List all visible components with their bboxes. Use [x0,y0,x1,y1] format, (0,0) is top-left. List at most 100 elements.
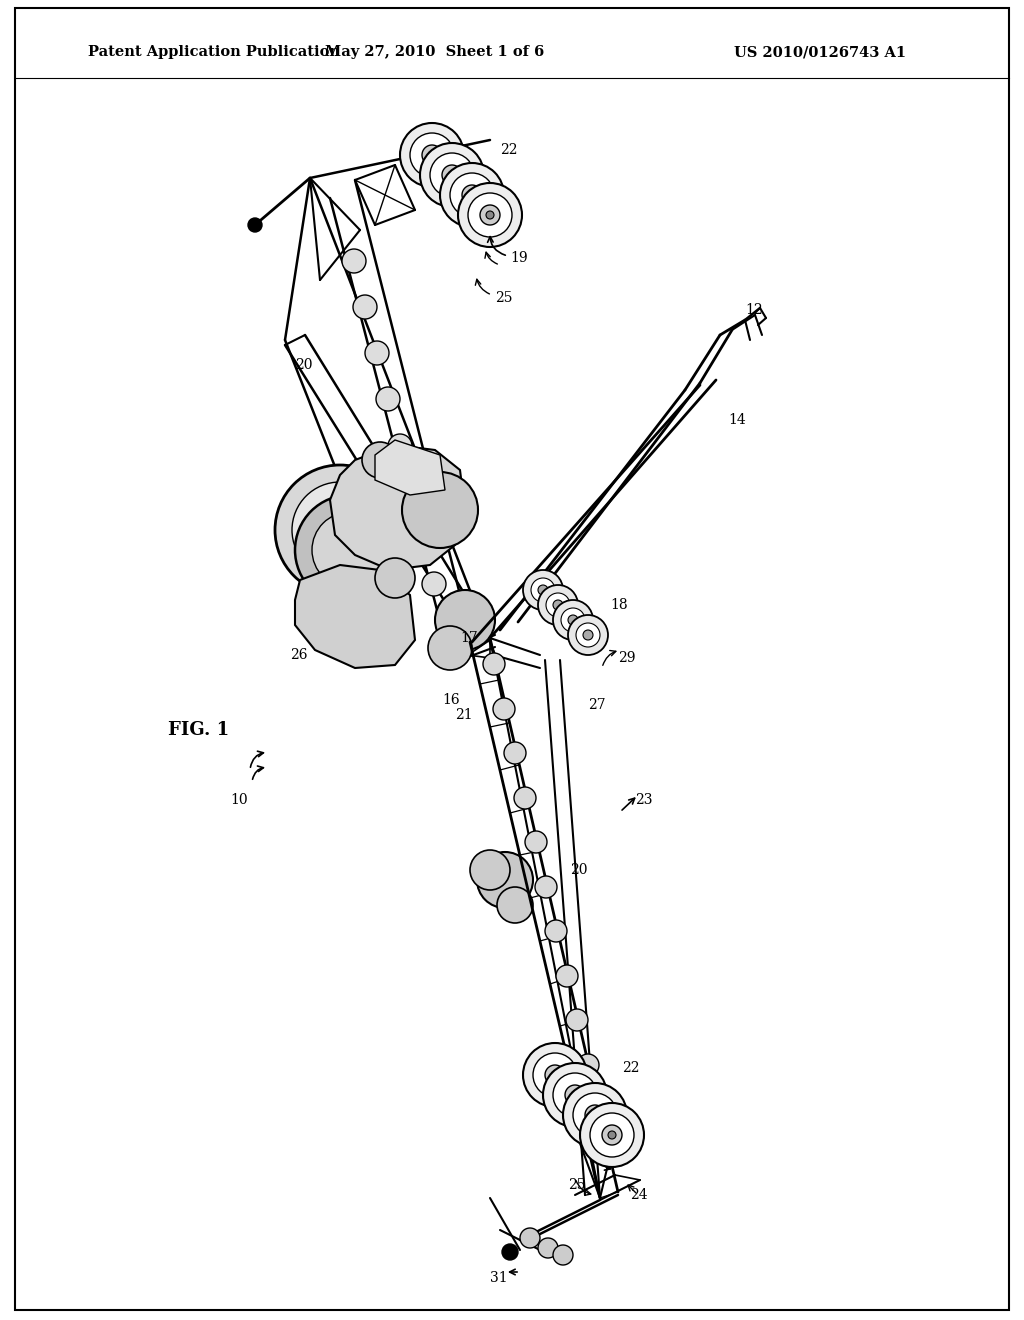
Circle shape [292,482,388,578]
Circle shape [502,1243,518,1261]
Text: 20: 20 [295,358,312,372]
Circle shape [486,211,494,219]
Text: 19: 19 [625,1140,643,1155]
Circle shape [535,876,557,898]
Circle shape [565,1085,585,1105]
Circle shape [543,1063,607,1127]
Circle shape [545,920,567,942]
Circle shape [553,601,593,640]
Text: 20: 20 [570,863,588,876]
Circle shape [514,787,536,809]
Circle shape [449,172,456,180]
Circle shape [468,193,512,238]
Circle shape [365,341,389,366]
Circle shape [561,609,585,632]
Circle shape [585,1105,605,1125]
Circle shape [597,1143,618,1166]
Text: 22: 22 [500,143,517,157]
Text: FIG. 1: FIG. 1 [168,721,229,739]
Circle shape [551,1071,559,1078]
Circle shape [275,465,406,595]
Circle shape [553,1073,597,1117]
Text: 31: 31 [490,1271,508,1284]
Circle shape [577,1053,599,1076]
Circle shape [430,153,474,197]
Text: 25: 25 [495,290,512,305]
Circle shape [440,162,504,227]
Circle shape [410,133,454,177]
Circle shape [545,1065,565,1085]
Text: 21: 21 [455,708,473,722]
Circle shape [538,1238,558,1258]
Text: 22: 22 [622,1061,640,1074]
Circle shape [435,590,495,649]
Circle shape [563,1082,627,1147]
Text: 24: 24 [630,1188,647,1203]
Circle shape [312,512,388,587]
Circle shape [587,1098,609,1119]
Circle shape [538,585,548,595]
Text: 10: 10 [230,793,248,807]
Circle shape [568,615,578,624]
Circle shape [477,851,534,908]
Circle shape [376,387,400,411]
Circle shape [411,525,435,550]
Circle shape [353,294,377,319]
Circle shape [523,1043,587,1107]
Text: US 2010/0126743 A1: US 2010/0126743 A1 [734,45,906,59]
Circle shape [422,572,446,597]
Circle shape [422,145,442,165]
Circle shape [583,630,593,640]
Text: May 27, 2010  Sheet 1 of 6: May 27, 2010 Sheet 1 of 6 [326,45,545,59]
Circle shape [442,165,462,185]
Text: 12: 12 [745,304,763,317]
Circle shape [483,653,505,675]
Circle shape [428,150,436,158]
Text: 19: 19 [510,251,527,265]
Text: 23: 23 [635,793,652,807]
Circle shape [546,593,570,616]
Circle shape [531,578,555,602]
Circle shape [608,1131,616,1139]
Circle shape [450,173,494,216]
Circle shape [538,585,578,624]
Circle shape [573,1093,617,1137]
Text: 18: 18 [610,598,628,612]
Text: 29: 29 [618,651,636,665]
Circle shape [248,218,262,232]
Circle shape [480,205,500,224]
Circle shape [402,473,478,548]
Circle shape [342,249,366,273]
Circle shape [462,185,482,205]
Circle shape [375,558,415,598]
Text: 16: 16 [442,693,460,708]
Circle shape [580,1104,644,1167]
Circle shape [523,570,563,610]
Circle shape [590,1113,634,1158]
Circle shape [420,143,484,207]
Text: 26: 26 [290,648,307,663]
Circle shape [534,1053,577,1097]
Circle shape [575,623,600,647]
Circle shape [399,480,423,504]
Circle shape [362,442,398,478]
Circle shape [388,434,412,458]
Circle shape [571,1092,579,1100]
Circle shape [504,742,526,764]
Circle shape [458,183,522,247]
Circle shape [493,698,515,719]
Circle shape [553,1245,573,1265]
Circle shape [525,832,547,853]
Circle shape [591,1111,599,1119]
Polygon shape [330,445,465,570]
Text: 17: 17 [460,631,478,645]
Text: 14: 14 [728,413,745,426]
Circle shape [295,495,406,605]
Polygon shape [295,565,415,668]
Circle shape [470,850,510,890]
Circle shape [602,1125,622,1144]
Circle shape [568,615,608,655]
Circle shape [497,887,534,923]
Circle shape [468,191,476,199]
Circle shape [556,965,578,987]
